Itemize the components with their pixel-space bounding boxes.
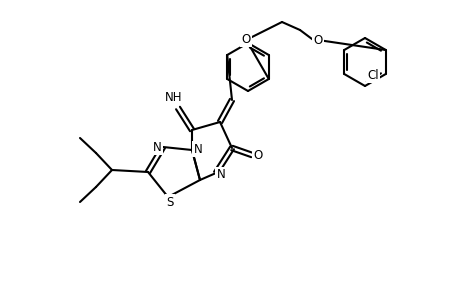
Text: N: N: [216, 169, 225, 182]
Text: S: S: [166, 196, 174, 208]
Text: Cl: Cl: [366, 69, 378, 82]
Text: NH: NH: [165, 91, 182, 104]
Text: O: O: [241, 32, 250, 46]
Text: N: N: [193, 142, 202, 155]
Text: O: O: [253, 148, 262, 161]
Text: N: N: [152, 140, 161, 154]
Text: O: O: [313, 34, 322, 46]
